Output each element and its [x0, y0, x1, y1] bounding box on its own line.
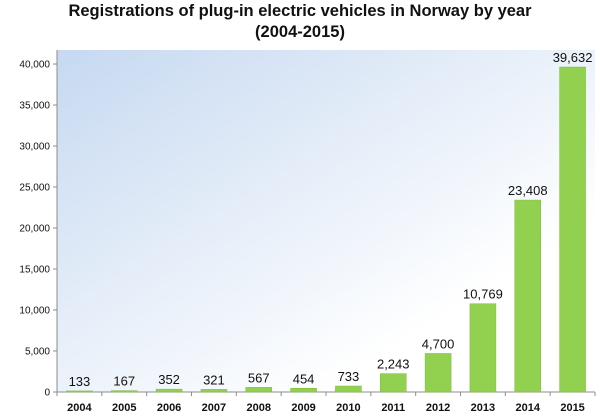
bar: [245, 387, 273, 393]
data-label: 39,632: [553, 50, 593, 65]
y-tick-label: 15,000: [19, 265, 50, 276]
bar: [290, 388, 317, 393]
data-label: 133: [69, 374, 91, 389]
data-label: 352: [158, 372, 180, 387]
y-tick-label: 10,000: [19, 306, 50, 317]
x-tick-label: 2008: [247, 402, 271, 414]
y-tick-label: 20,000: [19, 224, 50, 235]
x-tick-label: 2007: [202, 402, 226, 414]
x-tick-label: 2004: [67, 402, 92, 414]
data-label: 454: [293, 371, 315, 386]
chart-title-line1: Registrations of plug-in electric vehicl…: [68, 2, 532, 20]
y-tick-label: 30,000: [19, 142, 50, 153]
data-label: 567: [248, 370, 270, 385]
bar: [424, 353, 452, 393]
data-label: 167: [113, 374, 135, 389]
x-tick-label: 2009: [291, 402, 315, 414]
bar: [514, 199, 542, 393]
data-label: 4,700: [422, 336, 455, 351]
data-label: 321: [203, 372, 225, 387]
y-tick-label: 25,000: [19, 183, 50, 194]
bar: [335, 385, 362, 393]
x-tick-label: 2015: [560, 402, 584, 414]
bar: [469, 303, 497, 393]
y-tick-label: 0: [44, 388, 50, 399]
bar: [110, 390, 138, 393]
plot-area: [57, 50, 595, 392]
y-tick-label: 35,000: [19, 101, 50, 112]
x-tick-label: 2013: [471, 402, 495, 414]
bar: [559, 66, 586, 393]
data-label: 733: [338, 369, 360, 384]
bar: [66, 390, 93, 393]
bar: [379, 373, 407, 393]
x-tick-label: 2005: [112, 402, 136, 414]
chart-title-line2: (2004-2015): [255, 23, 345, 41]
x-tick-label: 2006: [157, 402, 181, 414]
y-tick-label: 5,000: [25, 347, 50, 358]
x-tick-label: 2011: [381, 402, 405, 414]
data-label: 23,408: [508, 183, 548, 198]
bar: [155, 388, 183, 393]
x-tick-label: 2010: [336, 402, 360, 414]
data-label: 10,769: [463, 287, 503, 302]
x-tick-label: 2014: [516, 402, 541, 414]
x-tick-label: 2012: [426, 402, 450, 414]
bar: [200, 389, 228, 393]
y-tick-label: 40,000: [19, 60, 50, 71]
data-label: 2,243: [377, 357, 410, 372]
